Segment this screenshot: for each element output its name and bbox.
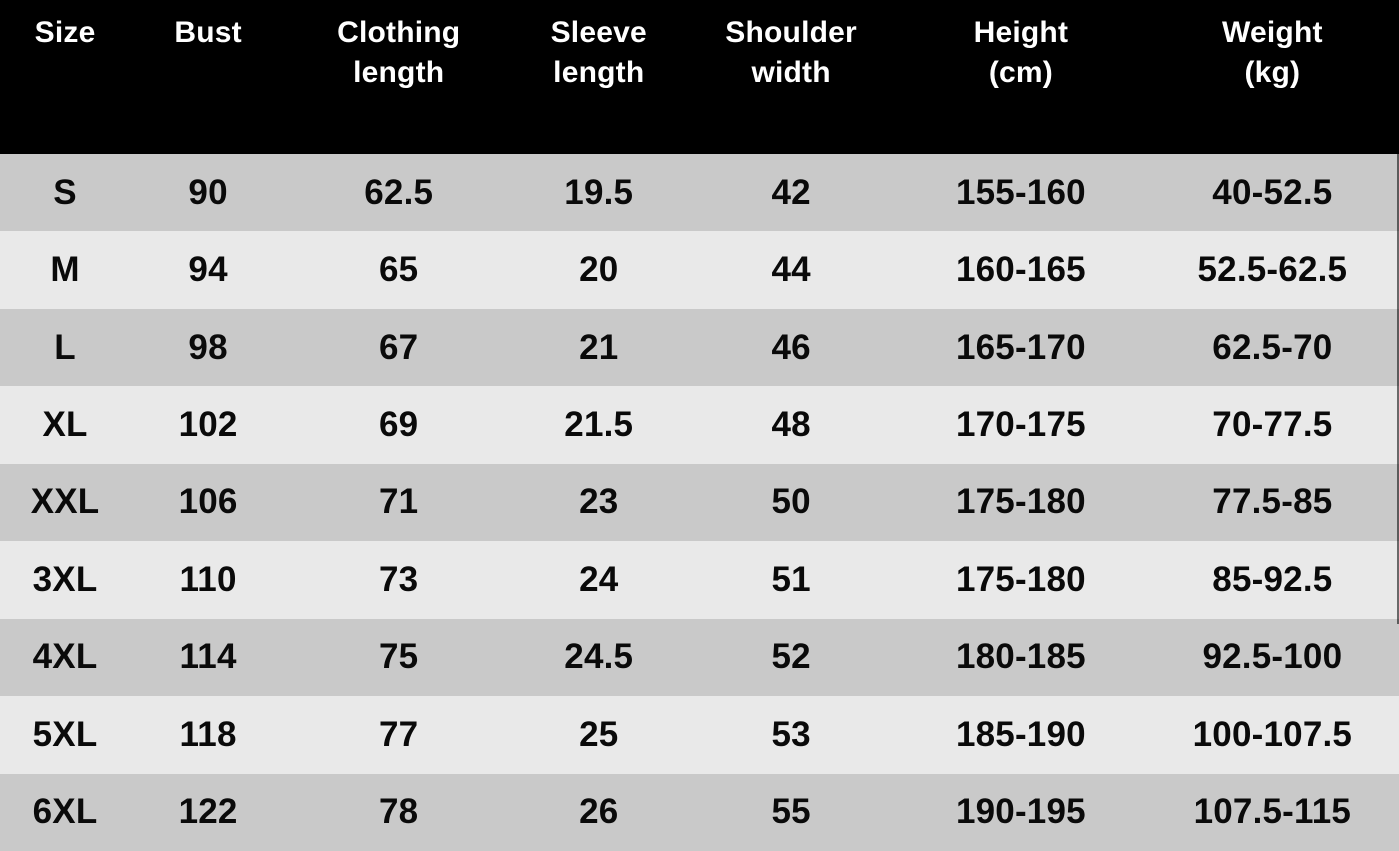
column-header-height: Height (cm): [973, 16, 1069, 89]
cell-shoulder-width: 50: [771, 482, 811, 522]
cell-bust: 102: [178, 405, 238, 445]
cell-height: 155-160: [955, 172, 1086, 212]
table-row-m: M 94 65 20 44 160-165 52.5-62.5: [0, 231, 1399, 309]
header-row: Size Bust Clothing length Sleeve length Shou…: [0, 0, 1399, 154]
cell-clothing-length: 69: [379, 405, 419, 445]
cell-bust: 122: [178, 792, 238, 832]
cell-shoulder-width: 42: [771, 172, 811, 212]
cell-clothing-length: 65: [379, 250, 419, 290]
cell-size: 6XL: [32, 792, 98, 832]
column-header-size: Size: [34, 16, 96, 49]
cell-height: 170-175: [955, 405, 1086, 445]
table-row-s: S 90 62.5 19.5 42 155-160 40-52.5: [0, 154, 1399, 232]
cell-clothing-length: 62.5: [364, 172, 434, 212]
cell-bust: 114: [179, 637, 237, 677]
cell-weight: 92.5-100: [1202, 637, 1343, 677]
cell-weight: 52.5-62.5: [1197, 250, 1348, 290]
cell-sleeve-length: 25: [579, 714, 619, 754]
cell-sleeve-length: 21.5: [564, 405, 634, 445]
cell-size: XXL: [30, 482, 100, 522]
cell-clothing-length: 67: [379, 327, 419, 367]
cell-height: 175-180: [955, 482, 1086, 522]
column-header-bust: Bust: [174, 16, 242, 49]
cell-weight: 77.5-85: [1212, 482, 1333, 522]
cell-weight: 62.5-70: [1212, 327, 1333, 367]
cell-height: 190-195: [955, 792, 1086, 832]
table-row-3xl: 3XL 110 73 24 51 175-180 85-92.5: [0, 541, 1399, 619]
cell-sleeve-length: 21: [579, 327, 619, 367]
cell-weight: 70-77.5: [1212, 405, 1333, 445]
cell-bust: 118: [179, 714, 237, 754]
table-row-xl: XL 102 69 21.5 48 170-175 70-77.5: [0, 386, 1399, 464]
table-row-4xl: 4XL 114 75 24.5 52 180-185 92.5-100: [0, 618, 1399, 697]
cell-height: 185-190: [955, 714, 1086, 754]
cell-weight: 40-52.5: [1212, 172, 1333, 212]
cell-size: 3XL: [32, 559, 98, 599]
cell-height: 180-185: [955, 637, 1086, 677]
cell-clothing-length: 77: [379, 714, 419, 754]
column-header-shoulder-width: Shoulder width: [725, 16, 857, 89]
table-body: S 90 62.5 19.5 42 155-160 40-52.5 M 94 65 20 44 160-…: [0, 154, 1399, 851]
cell-sleeve-length: 24.5: [564, 637, 634, 677]
table-row-l: L 98 67 21 46 165-170 62.5-70: [0, 308, 1399, 387]
cell-shoulder-width: 53: [771, 714, 811, 754]
table-row-6xl: 6XL 122 78 26 55 190-195 107.5-115: [0, 773, 1399, 851]
cell-sleeve-length: 26: [579, 792, 619, 832]
cell-clothing-length: 71: [379, 482, 419, 522]
cell-clothing-length: 73: [379, 559, 419, 599]
cell-sleeve-length: 24: [579, 559, 619, 599]
cell-shoulder-width: 44: [771, 250, 811, 290]
cell-size: M: [50, 250, 80, 290]
cell-sleeve-length: 20: [579, 250, 619, 290]
cell-weight: 100-107.5: [1192, 714, 1353, 754]
cell-size: L: [54, 327, 76, 367]
column-header-sleeve-length: Sleeve length: [550, 16, 647, 89]
cell-height: 165-170: [955, 327, 1086, 367]
cell-size: 5XL: [32, 714, 98, 754]
cell-shoulder-width: 52: [771, 637, 811, 677]
cell-size: XL: [42, 405, 88, 445]
table-row-xxl: XXL 106 71 23 50 175-180 77.5-85: [0, 463, 1399, 542]
cell-height: 160-165: [955, 250, 1086, 290]
cell-shoulder-width: 46: [771, 327, 811, 367]
cell-clothing-length: 75: [379, 637, 419, 677]
cell-size: S: [53, 172, 77, 212]
cell-height: 175-180: [955, 559, 1086, 599]
cell-sleeve-length: 19.5: [564, 172, 634, 212]
cell-weight: 107.5-115: [1193, 792, 1352, 832]
cell-shoulder-width: 55: [771, 792, 811, 832]
cell-shoulder-width: 48: [771, 405, 811, 445]
column-header-clothing-length: Clothing length: [337, 16, 461, 89]
cell-sleeve-length: 23: [579, 482, 619, 522]
cell-bust: 94: [188, 250, 228, 290]
cell-bust: 110: [179, 559, 237, 599]
column-header-weight: Weight (kg): [1222, 16, 1323, 89]
cell-clothing-length: 78: [379, 792, 419, 832]
cell-shoulder-width: 51: [771, 559, 811, 599]
cell-weight: 85-92.5: [1212, 559, 1333, 599]
cell-bust: 90: [188, 172, 228, 212]
cell-bust: 98: [188, 327, 228, 367]
right-edge-artifact: [1397, 154, 1399, 624]
cell-bust: 106: [178, 482, 238, 522]
table-row-5xl: 5XL 118 77 25 53 185-190 100-107.5: [0, 696, 1399, 774]
cell-size: 4XL: [32, 637, 98, 677]
